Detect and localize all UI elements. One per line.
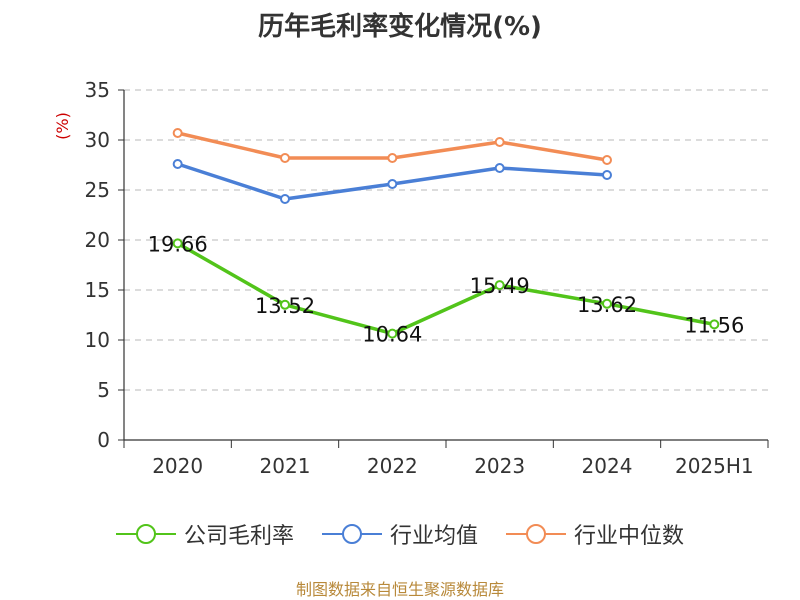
y-tick-label: 25 <box>85 178 110 202</box>
data-point-1 <box>172 159 183 169</box>
data-point-2 <box>494 137 505 147</box>
legend-swatch-industry-mean-icon <box>321 524 382 544</box>
legend: 公司毛利率 行业均值 行业中位数 <box>0 518 800 550</box>
y-axis-label: (%) <box>53 112 72 140</box>
x-tick-label: 2021 <box>260 454 311 478</box>
legend-swatch-industry-median-icon <box>506 524 566 544</box>
y-tick-label: 30 <box>85 128 110 152</box>
legend-item-company[interactable]: 公司毛利率 <box>115 518 294 550</box>
data-label: 15.49 <box>470 274 530 298</box>
source-note: 制图数据来自恒生聚源数据库 <box>295 580 504 599</box>
legend-item-industry-mean[interactable]: 行业均值 <box>321 518 478 550</box>
data-label: 10.64 <box>362 323 422 347</box>
data-point-1 <box>494 163 505 173</box>
data-point-0 <box>172 238 183 249</box>
data-point-0 <box>602 298 612 309</box>
y-tick-label: 15 <box>85 278 110 302</box>
x-tick-label: 2020 <box>152 454 203 478</box>
y-tick-label: 35 <box>85 78 110 102</box>
x-tick-label: 2022 <box>367 454 418 478</box>
chart-title: 历年毛利率变化情况(%) <box>258 12 542 42</box>
data-point-0 <box>387 328 398 339</box>
data-point-0 <box>709 319 720 330</box>
data-label: 19.66 <box>148 232 208 256</box>
y-tick-label: 5 <box>97 378 110 402</box>
legend-swatch-company-icon <box>115 524 176 544</box>
legend-label-industry-median: 行业中位数 <box>574 524 685 549</box>
legend-item-industry-median[interactable]: 行业中位数 <box>506 518 684 550</box>
data-point-1 <box>280 194 290 204</box>
legend-label-industry-mean: 行业均值 <box>389 524 478 549</box>
series-line-0 <box>176 241 715 336</box>
data-label: 13.62 <box>577 293 637 317</box>
data-point-2 <box>602 155 612 165</box>
data-label: 13.52 <box>255 294 315 318</box>
data-point-2 <box>280 153 290 163</box>
legend-label-company: 公司毛利率 <box>183 524 294 549</box>
x-tick-label: 2023 <box>474 454 525 478</box>
data-label: 11.56 <box>684 313 744 337</box>
data-point-0 <box>280 299 290 310</box>
x-tick-label: 2025H1 <box>675 454 754 478</box>
y-tick-label: 0 <box>97 428 110 452</box>
data-point-1 <box>387 179 398 189</box>
y-tick-label: 20 <box>85 228 110 252</box>
data-point-0 <box>494 280 505 291</box>
y-tick-label: 10 <box>85 328 110 352</box>
data-point-2 <box>387 153 398 163</box>
data-point-2 <box>172 128 183 138</box>
x-tick-label: 2024 <box>582 454 633 478</box>
data-point-1 <box>602 170 612 180</box>
